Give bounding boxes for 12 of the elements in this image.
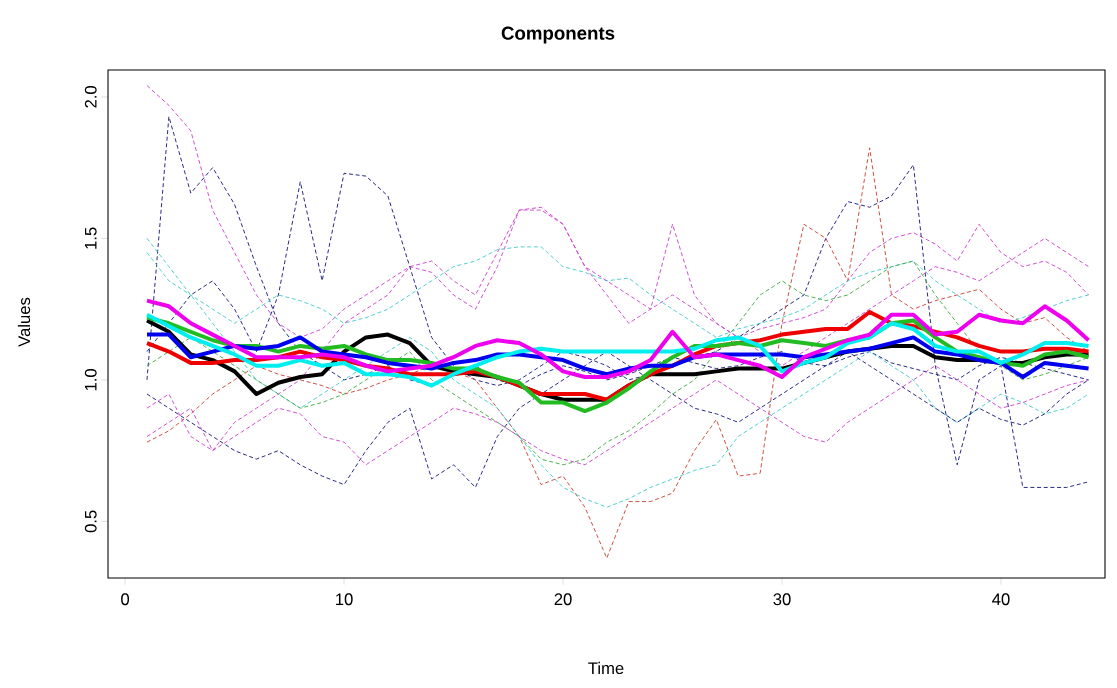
y-tick-label: 1.0 — [84, 368, 97, 391]
x-tick-label: 0 — [121, 593, 130, 606]
x-tick-label: 30 — [773, 593, 791, 606]
x-axis-title: Time — [588, 661, 624, 675]
chart-title: Components — [501, 26, 615, 44]
x-tick-label: 10 — [336, 593, 353, 606]
x-tick-label: 40 — [992, 593, 1010, 606]
x-tick-label: 20 — [554, 593, 572, 606]
y-axis-title: Values — [17, 297, 31, 347]
y-tick-label: 0.5 — [84, 510, 97, 533]
y-tick-label: 2.0 — [84, 85, 97, 108]
y-tick-label: 1.5 — [85, 227, 97, 249]
